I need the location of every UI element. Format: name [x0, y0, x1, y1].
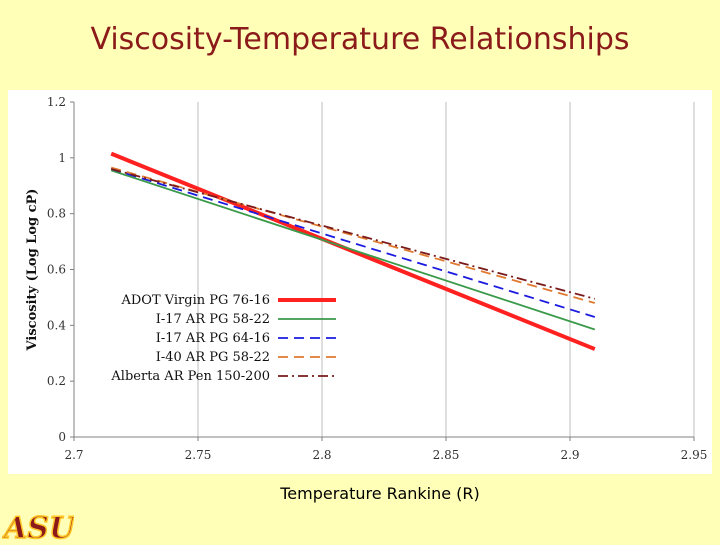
legend-label: Alberta AR Pen 150-200: [110, 369, 270, 384]
series-line-3: [110, 168, 596, 318]
series-line-5: [110, 168, 596, 300]
line-chart: 0 0.2 0.4 0.6 0.8 1 1.2 2.7 2.75 2.8 2.85 2.9 2.95 Vi…: [25, 95, 708, 462]
slide-title: Viscosity-Temperature Relationships: [90, 22, 630, 57]
y-tick-label: 0.4: [47, 318, 66, 332]
x-axis-title: Temperature Rankine (R): [280, 484, 480, 503]
y-tick-label: 1.2: [47, 95, 66, 109]
x-tick-label: 2.8: [312, 448, 331, 462]
y-tick-label: 0: [58, 430, 66, 444]
chart-panel: 0 0.2 0.4 0.6 0.8 1 1.2 2.7 2.75 2.8 2.85 2.9 2.95 Vi…: [8, 90, 712, 474]
series-line-1: [110, 151, 596, 351]
svg-text:ASU: ASU: [2, 511, 74, 540]
x-tick-label: 2.85: [433, 448, 460, 462]
legend-label: I-17 AR PG 64-16: [156, 331, 270, 346]
legend-label: I-17 AR PG 58-22: [156, 312, 270, 327]
series-line-2: [110, 169, 596, 331]
y-tick-label: 0.6: [47, 263, 66, 277]
x-tick-label: 2.7: [64, 448, 83, 462]
asu-logo: ASU: [0, 506, 78, 545]
x-tick-label: 2.95: [681, 448, 708, 462]
y-axis-title: Viscosity (Log Log cP): [25, 189, 40, 352]
legend-label: I-40 AR PG 58-22: [156, 350, 270, 365]
y-tick-label: 0.8: [47, 207, 66, 221]
x-tick-label: 2.9: [560, 448, 579, 462]
x-tick-label: 2.75: [185, 448, 212, 462]
y-tick-label: 0.2: [47, 374, 66, 388]
y-tick-label: 1: [58, 151, 66, 165]
legend-label: ADOT Virgin PG 76-16: [120, 293, 270, 308]
